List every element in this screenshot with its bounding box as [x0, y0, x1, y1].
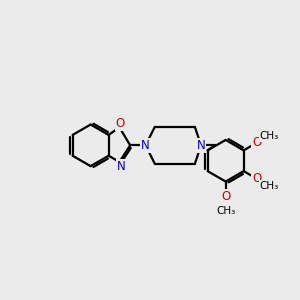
Text: N: N [117, 160, 125, 173]
Text: O: O [116, 117, 125, 130]
Text: N: N [141, 139, 150, 152]
Text: CH₃: CH₃ [260, 181, 279, 191]
Text: CH₃: CH₃ [216, 206, 235, 216]
Text: O: O [252, 136, 262, 149]
Text: O: O [252, 172, 262, 185]
Text: N: N [196, 139, 206, 152]
Text: CH₃: CH₃ [260, 131, 279, 141]
Text: O: O [221, 190, 230, 203]
